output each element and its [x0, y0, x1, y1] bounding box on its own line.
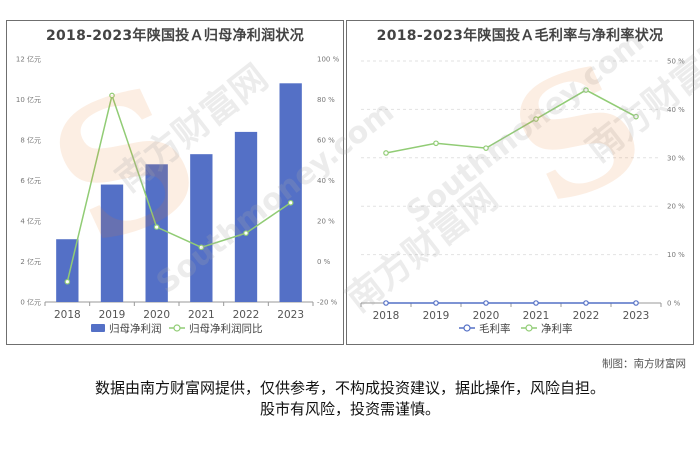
line-point — [583, 300, 589, 306]
net-profit-chart: 0 亿元 2 亿元 4 亿元 6 亿元 8 亿元 10 亿元 12 亿元 -20 % 0 % 20… — [16, 55, 340, 336]
legend-swatch — [173, 324, 181, 332]
chart-title: 2018-2023年陕国投Ａ归母净利润状况 — [45, 28, 305, 44]
margin-chart: 0 % 10 % 20 % 30 % 40 % 50 % 2018 2019 2020 2021 2… — [360, 58, 685, 335]
line-point — [633, 300, 639, 306]
y-right-tick-label: 10 % — [667, 251, 685, 259]
line-point — [433, 140, 439, 147]
disclaimer-line: 股市有风险，投资需谨慎。 — [259, 400, 440, 418]
legend-label: 毛利率 — [479, 322, 511, 335]
line-point — [533, 300, 539, 306]
bar — [100, 184, 124, 302]
chart-title: 2018-2023年陕国投Ａ毛利率与净利率状况 — [376, 28, 664, 44]
line-point — [383, 150, 389, 156]
line-point — [64, 278, 71, 285]
x-tick-label: 2023 — [277, 309, 304, 321]
y-right-tick-label: 100 % — [317, 56, 340, 64]
y-left-tick-label: 12 亿元 — [16, 55, 41, 64]
y-left-tick-label: 2 亿元 — [20, 257, 41, 266]
x-tick-label: 2022 — [233, 309, 260, 321]
bar — [190, 154, 213, 302]
x-tick-label: 2019 — [423, 310, 450, 322]
y-right-tick-label: 50 % — [667, 58, 685, 66]
legend-swatch — [463, 324, 471, 332]
x-tick-label: 2019 — [99, 309, 126, 321]
y-right-tick-label: 20 % — [667, 203, 685, 211]
margin-chart-panel: 2018-2023年陕国投Ａ毛利率与净利率状况 0 % 10 % 20 % 30 % 4… — [346, 20, 694, 345]
legend-label: 归母净利润 — [109, 322, 162, 335]
series-line — [385, 89, 637, 154]
y-right-tick-label: 60 % — [317, 137, 335, 145]
y-right-tick-label: 20 % — [317, 218, 335, 226]
y-right-tick-label: 0 % — [317, 258, 331, 266]
line-point — [287, 199, 294, 206]
series-line — [66, 92, 292, 282]
bar — [56, 239, 79, 302]
y-right-tick-label: 80 % — [317, 96, 335, 104]
x-tick-label: 2020 — [473, 310, 500, 322]
y-left-tick-label: 4 亿元 — [20, 217, 41, 226]
y-right-tick-label: 40 % — [317, 177, 335, 185]
line-point — [583, 87, 589, 93]
line-point — [198, 244, 205, 251]
line-point — [633, 113, 639, 120]
line-point — [243, 230, 249, 236]
x-tick-label: 2018 — [373, 310, 400, 322]
y-right-tick-label: 40 % — [667, 106, 685, 114]
legend-swatch — [91, 324, 105, 332]
disclaimer: 数据由南方财富网提供，仅供参考，不构成投资建议，据此操作，风险自担。 股市有风险… — [0, 378, 700, 420]
x-tick-label: 2021 — [188, 309, 215, 321]
x-tick-label: 2022 — [573, 310, 600, 322]
bar — [145, 164, 168, 302]
line-point — [533, 116, 539, 122]
x-tick-label: 2020 — [143, 309, 170, 321]
line-point — [383, 300, 389, 306]
line-point — [433, 300, 439, 306]
x-tick-label: 2023 — [623, 310, 650, 322]
y-left-tick-label: 10 亿元 — [16, 95, 41, 104]
legend-label: 净利率 — [541, 322, 573, 335]
legend-label: 归母净利润同比 — [189, 322, 263, 335]
line-point — [483, 300, 489, 306]
y-left-tick-label: 6 亿元 — [20, 176, 41, 185]
line-point — [483, 145, 489, 151]
y-right-tick-label: -20 % — [317, 299, 338, 307]
line-point — [153, 224, 160, 230]
bar — [234, 131, 258, 302]
y-left-tick-label: 0 亿元 — [20, 298, 41, 307]
disclaimer-line: 数据由南方财富网提供，仅供参考，不构成投资建议，据此操作，风险自担。 — [94, 379, 605, 397]
net-profit-chart-panel: 2018-2023年陕国投Ａ归母净利润状况 0 亿元 2 亿元 4 亿元 6 亿元 8 … — [6, 20, 344, 345]
x-tick-label: 2018 — [54, 309, 81, 321]
chart-credit: 制图：南方财富网 — [602, 358, 686, 370]
line-point — [109, 92, 115, 99]
legend-swatch — [525, 324, 533, 332]
y-right-tick-label: 0 % — [667, 300, 681, 308]
y-left-tick-label: 8 亿元 — [20, 136, 41, 145]
y-right-tick-label: 30 % — [667, 154, 685, 162]
bar — [279, 83, 302, 302]
x-tick-label: 2021 — [523, 310, 550, 322]
